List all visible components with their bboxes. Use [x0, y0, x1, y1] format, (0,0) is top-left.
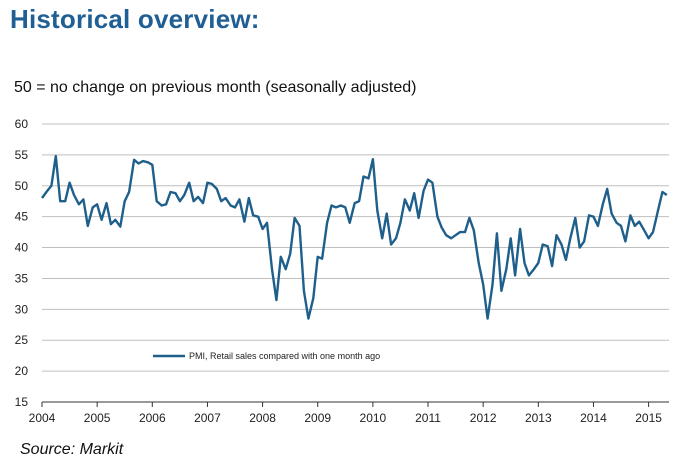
y-tick-label: 15 — [15, 395, 29, 409]
gridlines — [42, 123, 669, 372]
x-tick-label: 2009 — [304, 411, 331, 425]
chart-subtitle: 50 = no change on previous month (season… — [14, 79, 417, 96]
x-axis-ticks: 2004 2005 2006 2007 2008 2009 2010 2011 2012 2013… — [29, 411, 663, 425]
series-layer — [41, 154, 668, 320]
x-tick-label: 2010 — [360, 411, 387, 425]
x-tick-label: 2014 — [580, 411, 607, 425]
x-tick-label: 2004 — [29, 411, 56, 425]
legend-label: PMI, Retail sales compared with one mont… — [189, 351, 380, 361]
source-note: Source: Markit — [20, 441, 124, 458]
x-tick-label: 2015 — [635, 411, 662, 425]
x-tick-label: 2012 — [470, 411, 497, 425]
x-tick-label: 2011 — [415, 411, 441, 425]
y-tick-label: 40 — [15, 241, 29, 255]
y-tick-label: 35 — [15, 271, 29, 285]
y-tick-label: 30 — [15, 302, 29, 316]
x-tick-label: 2013 — [525, 411, 552, 425]
y-axis-ticks: 15 20 25 30 35 40 45 50 55 60 — [15, 117, 29, 409]
y-tick-label: 45 — [15, 210, 29, 224]
series-line — [41, 154, 668, 320]
page-title: Historical overview: — [10, 4, 260, 34]
y-tick-label: 20 — [15, 364, 29, 378]
x-tick-label: 2008 — [249, 411, 276, 425]
y-tick-label: 60 — [15, 117, 29, 131]
y-tick-label: 55 — [15, 148, 29, 162]
y-tick-label: 25 — [15, 333, 29, 347]
x-tick-label: 2007 — [194, 411, 221, 425]
x-axis — [41, 401, 669, 407]
legend: PMI, Retail sales compared with one mont… — [153, 351, 380, 361]
x-tick-label: 2006 — [139, 411, 166, 425]
x-tick-label: 2005 — [84, 411, 111, 425]
y-tick-label: 50 — [15, 179, 29, 193]
